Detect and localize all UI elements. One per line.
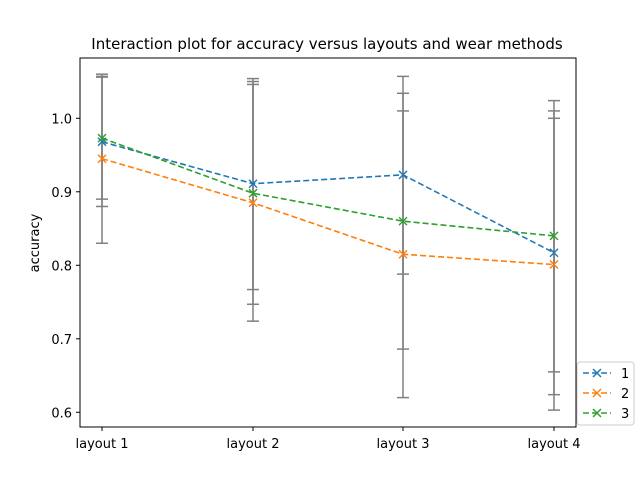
point-series-3-4: [549, 231, 559, 241]
x-tick-label-1: layout 1: [76, 437, 129, 452]
y-axis-label: accuracy: [28, 213, 43, 272]
series-line-2: [101, 157, 555, 266]
point-series-3-3: [398, 216, 408, 226]
point-series-1-3: [398, 170, 408, 180]
error-bars: [96, 73, 560, 411]
point-series-2-2: [248, 198, 258, 208]
series-line-1: [101, 141, 555, 254]
point-series-1-2: [248, 179, 258, 189]
x-tick-label-3: layout 3: [377, 437, 430, 452]
point-series-3-1: [97, 133, 107, 143]
y-tick-label-4: 0.9: [51, 186, 72, 201]
x-tick-label-4: layout 4: [528, 437, 581, 452]
y-axis-ticks: 0.6 0.7 0.8 0.9 1.0: [51, 112, 80, 421]
point-series-2-4: [549, 260, 559, 270]
point-series-2-1: [97, 154, 107, 164]
point-series-1-4: [549, 248, 559, 258]
legend-label-1: 1: [621, 367, 629, 382]
y-tick-label-3: 0.8: [51, 259, 72, 274]
x-tick-label-2: layout 2: [227, 437, 280, 452]
legend: 1 2 3: [576, 361, 635, 426]
legend-marker-3: [592, 408, 602, 418]
series-lines: [101, 137, 555, 266]
x-axis-ticks: layout 1 layout 2 layout 3 layout 4: [76, 427, 581, 452]
legend-marker-2: [592, 388, 602, 398]
legend-label-3: 3: [621, 407, 629, 422]
point-series-2-3: [398, 249, 408, 259]
chart-title: Interaction plot for accuracy versus lay…: [91, 35, 563, 53]
point-series-1-1: [97, 137, 107, 147]
legend-marker-1: [592, 368, 602, 378]
y-tick-label-1: 0.6: [51, 406, 72, 421]
plot-area-frame: [79, 57, 577, 428]
series-line-3: [101, 137, 555, 237]
point-series-3-2: [248, 188, 258, 198]
series-markers: [97, 133, 559, 270]
y-tick-label-5: 1.0: [51, 112, 72, 127]
legend-label-2: 2: [621, 387, 629, 402]
y-tick-label-2: 0.7: [51, 333, 72, 348]
